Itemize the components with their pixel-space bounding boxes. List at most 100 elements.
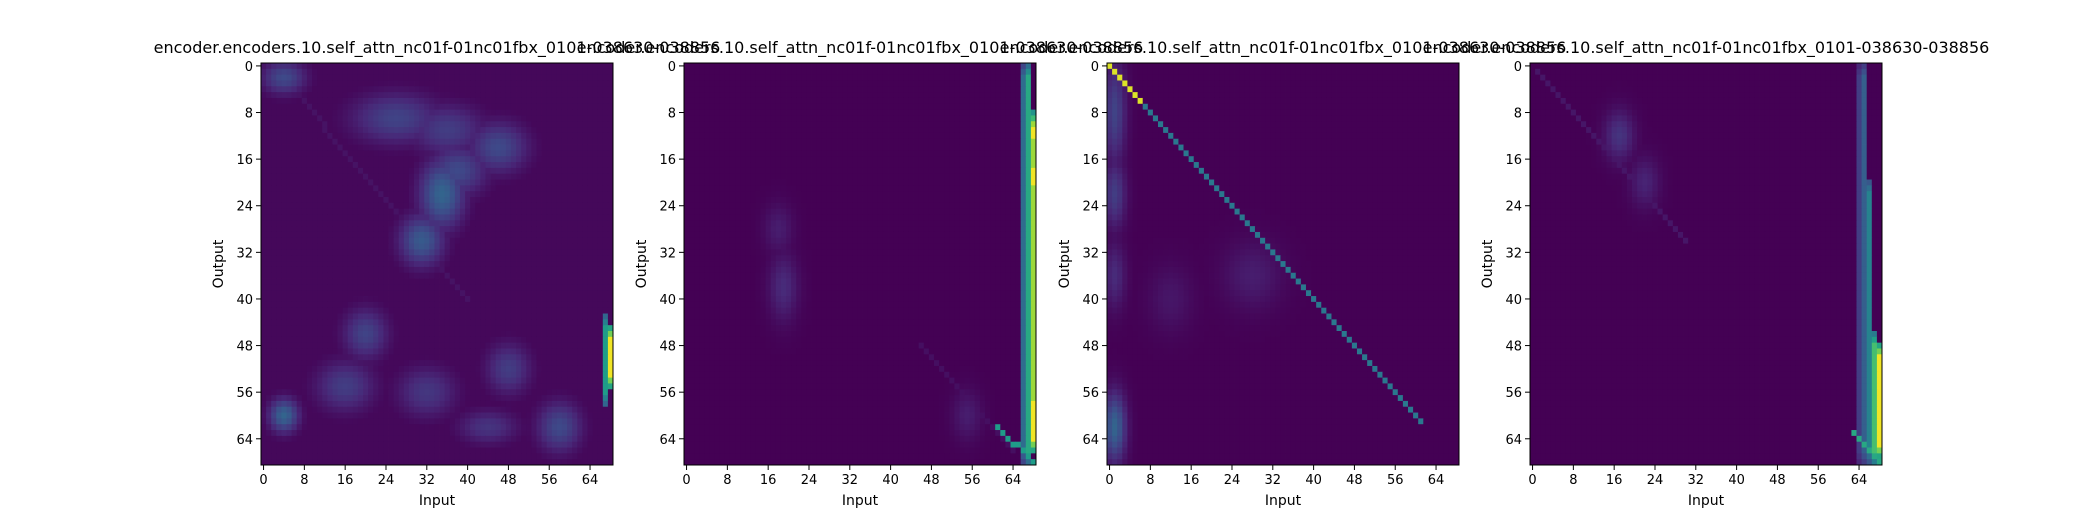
heatmap-cell (393, 97, 400, 105)
heatmap-cell (419, 342, 425, 349)
heatmap-cell (592, 360, 599, 367)
heatmap-cell (337, 103, 344, 111)
heatmap-cell (918, 68, 925, 76)
heatmap-cell (357, 290, 364, 297)
heatmap-cell (607, 97, 614, 105)
heatmap-cell (602, 80, 609, 87)
heatmap-cell (388, 266, 395, 274)
heatmap-cell (592, 365, 599, 373)
heatmap-cell (347, 365, 354, 373)
heatmap-cell (424, 290, 430, 297)
heatmap-cell (383, 371, 389, 379)
heatmap-cell (439, 173, 446, 180)
heatmap-cell (546, 109, 553, 116)
heatmap-cell (306, 418, 313, 425)
heatmap-cell (505, 441, 512, 448)
heatmap-cell (301, 284, 308, 291)
heatmap-cell (368, 371, 374, 379)
heatmap-cell (536, 453, 542, 460)
heatmap-cell (312, 226, 318, 233)
heatmap-cell (587, 266, 593, 274)
heatmap-cell (541, 325, 548, 332)
heatmap-cell (577, 121, 583, 128)
heatmap-cell (373, 307, 379, 314)
heatmap-cell (500, 430, 507, 437)
heatmap-cell (475, 185, 481, 192)
heatmap-cell (398, 231, 405, 239)
heatmap-cell (414, 127, 420, 134)
heatmap-cell (398, 144, 405, 151)
heatmap-cell (317, 441, 323, 448)
heatmap-cell (500, 173, 507, 180)
heatmap-cell (439, 389, 446, 396)
heatmap-cell (521, 453, 527, 460)
heatmap-cell (551, 191, 558, 198)
heatmap-cell (434, 406, 440, 413)
heatmap-cell (398, 121, 405, 128)
heatmap-cell (414, 313, 420, 320)
heatmap-cell (419, 383, 425, 390)
heatmap-cell (429, 208, 435, 215)
heatmap-cell (465, 301, 471, 309)
heatmap-cell (317, 365, 323, 373)
heatmap-cell (541, 261, 548, 268)
heatmap-cell (597, 406, 604, 413)
heatmap-cell (577, 360, 583, 367)
heatmap-cell (393, 331, 400, 338)
heatmap-cell (429, 197, 435, 204)
heatmap-cell (546, 173, 553, 180)
heatmap-cell (312, 331, 318, 338)
heatmap-cell (368, 156, 374, 163)
heatmap-cell (556, 167, 563, 175)
heatmap-cell (271, 296, 277, 303)
heatmap-cell (607, 342, 614, 349)
heatmap-cell (597, 109, 604, 116)
heatmap-cell (597, 365, 604, 373)
heatmap-cell (582, 68, 588, 76)
heatmap-cell (434, 371, 440, 379)
heatmap-cell (363, 185, 369, 192)
heatmap-cell (408, 459, 415, 466)
heatmap-cell (888, 74, 894, 81)
heatmap-cell (337, 290, 344, 297)
heatmap-cell (536, 272, 542, 279)
heatmap-cell (368, 319, 374, 326)
heatmap-cell (424, 156, 430, 163)
heatmap-cell (419, 138, 425, 145)
heatmap-cell (363, 441, 369, 448)
heatmap-cell (276, 86, 282, 93)
heatmap-cell (261, 115, 267, 122)
heatmap-cell (271, 115, 277, 122)
heatmap-cell (587, 191, 593, 198)
heatmap-cell (429, 214, 435, 221)
heatmap-cell (561, 278, 568, 285)
heatmap-cell (373, 313, 379, 320)
heatmap-cell (500, 331, 507, 338)
heatmap-cell (414, 185, 420, 192)
heatmap-cell (368, 430, 374, 437)
heatmap-cell (383, 424, 389, 431)
heatmap-cell (337, 231, 344, 239)
heatmap-cell (541, 208, 548, 215)
heatmap-cell (459, 202, 466, 210)
heatmap-cell (964, 63, 971, 70)
heatmap-cell (597, 97, 604, 105)
heatmap-cell (602, 290, 609, 297)
heatmap-cell (470, 185, 476, 192)
heatmap-cell (556, 156, 563, 163)
heatmap-cell (740, 68, 746, 76)
heatmap-cell (521, 208, 527, 215)
heatmap-cell (368, 80, 374, 87)
heatmap-cell (1020, 63, 1027, 70)
heatmap-cell (521, 255, 527, 262)
heatmap-cell (510, 266, 517, 274)
heatmap-cell (383, 418, 389, 425)
heatmap-cell (857, 63, 863, 70)
heatmap-cell (424, 121, 430, 128)
heatmap-cell (480, 255, 486, 262)
heatmap-cell (597, 371, 604, 379)
heatmap-cell (337, 86, 344, 93)
heatmap-cell (470, 132, 476, 140)
heatmap-cell (276, 68, 282, 76)
heatmap-cell (454, 68, 461, 76)
